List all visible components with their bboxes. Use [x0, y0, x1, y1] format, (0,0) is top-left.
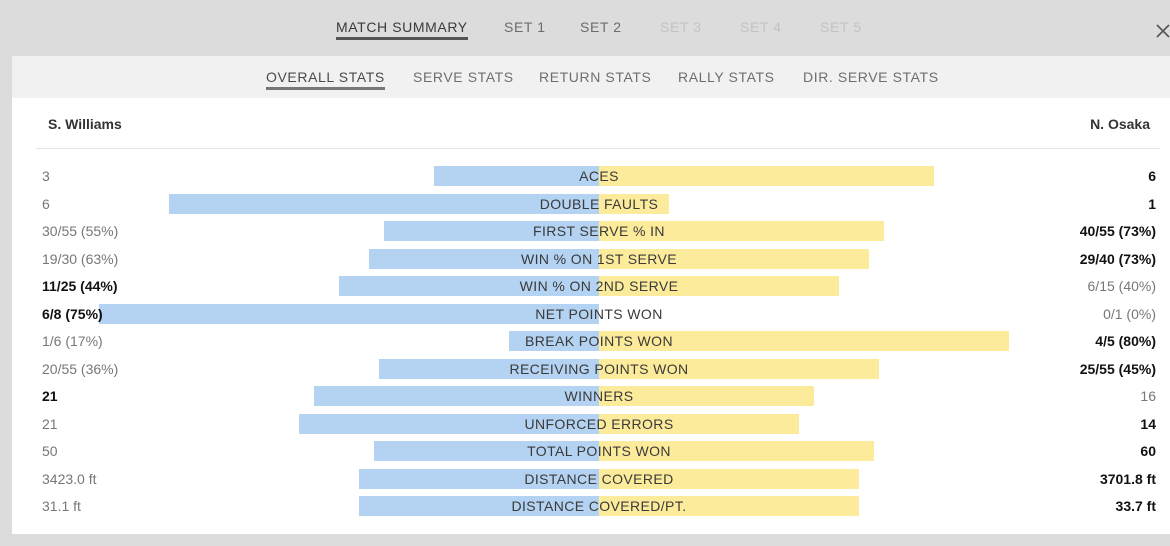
- stat-bar-left: [339, 276, 599, 296]
- stat-value-right: 25/55 (45%): [1079, 360, 1156, 377]
- stat-label: UNFORCED ERRORS: [524, 415, 674, 432]
- stat-value-left: 6: [42, 195, 50, 212]
- stat-row: 20/55 (36%) RECEIVING POINTS WON 25/55 (45…: [12, 355, 1170, 383]
- stat-bar-left: [169, 193, 599, 214]
- stat-bar-right: [599, 331, 1009, 351]
- stat-bar-right: [599, 248, 869, 269]
- stat-row: 6 DOUBLE FAULTS 1: [12, 190, 1170, 218]
- stat-value-right: 3701.8 ft: [1099, 470, 1156, 487]
- tab-return-stats[interactable]: RETURN STATS: [539, 69, 652, 85]
- tab-set-5: SET 5: [820, 19, 862, 35]
- stats-panel: OVERALL STATS SERVE STATS RETURN STATS R…: [12, 56, 1170, 534]
- stat-row: 3423.0 ft DISTANCE COVERED 3701.8 ft: [12, 465, 1170, 493]
- stat-value-right: 4/5 (80%): [1095, 333, 1156, 349]
- stat-value-left: 21: [42, 415, 58, 432]
- tab-set-4: SET 4: [740, 19, 782, 35]
- stat-row: 19/30 (63%) WIN % ON 1ST SERVE 29/40 (73%): [12, 245, 1170, 273]
- stat-bar-left: [299, 413, 599, 434]
- stat-bar-right: [599, 441, 874, 461]
- stat-label: DISTANCE COVERED: [524, 470, 674, 487]
- stat-value-right: 40/55 (73%): [1079, 223, 1156, 239]
- header-divider: [36, 148, 1160, 149]
- stat-row: 31.1 ft DISTANCE COVERED/PT. 33.7 ft: [12, 492, 1170, 520]
- tab-set-2[interactable]: SET 2: [580, 19, 622, 35]
- tab-set-1[interactable]: SET 1: [504, 19, 546, 35]
- stat-bar-left: [384, 221, 599, 241]
- stat-bar-right: [599, 166, 934, 186]
- stat-bar-right: [599, 221, 884, 241]
- stat-value-left: 30/55 (55%): [42, 223, 119, 239]
- stat-label: BREAK POINTS WON: [525, 333, 673, 349]
- stat-bar-left: [509, 331, 599, 351]
- stat-row: 21 WINNERS 16: [12, 382, 1170, 410]
- top-tab-bar: MATCH SUMMARY SET 1 SET 2 SET 3 SET 4 SE…: [0, 0, 1170, 56]
- stat-value-left: 50: [42, 443, 58, 459]
- tab-set-3: SET 3: [660, 19, 702, 35]
- stat-value-left: 20/55 (36%): [42, 360, 119, 377]
- stat-row: 21 UNFORCED ERRORS 14: [12, 410, 1170, 438]
- stat-value-right: 14: [1140, 415, 1156, 432]
- stat-label: DISTANCE COVERED/PT.: [511, 498, 687, 514]
- stat-value-right: 60: [1140, 443, 1156, 459]
- stat-row: 6/8 (75%) NET POINTS WON 0/1 (0%): [12, 300, 1170, 328]
- stat-bar-left: [314, 386, 599, 406]
- stat-value-right: 6/15 (40%): [1087, 278, 1156, 294]
- stat-bar-left: [434, 166, 599, 186]
- stat-bar-right: [599, 468, 859, 489]
- stat-label: WINNERS: [564, 388, 634, 404]
- stat-row: 1/6 (17%) BREAK POINTS WON 4/5 (80%): [12, 327, 1170, 355]
- stat-value-right: 0/1 (0%): [1103, 305, 1156, 322]
- stat-row: 3 ACES 6: [12, 162, 1170, 190]
- stat-label: ACES: [579, 168, 619, 184]
- tab-match-summary[interactable]: MATCH SUMMARY: [336, 19, 468, 40]
- stat-value-right: 33.7 ft: [1115, 498, 1156, 514]
- stat-value-left: 6/8 (75%): [42, 305, 103, 322]
- stat-label: WIN % ON 1ST SERVE: [520, 250, 678, 267]
- stat-value-left: 21: [42, 388, 58, 404]
- stat-bar-right: [599, 386, 814, 406]
- stat-label: TOTAL POINTS WON: [527, 443, 671, 459]
- stat-bar-right: [599, 496, 859, 516]
- stat-value-right: 6: [1148, 168, 1156, 184]
- stat-label: RECEIVING POINTS WON: [509, 360, 689, 377]
- stat-value-left: 3: [42, 168, 50, 184]
- stat-bar-left: [379, 358, 599, 379]
- stat-bar-right: [599, 193, 669, 214]
- tab-rally-stats[interactable]: RALLY STATS: [678, 69, 775, 85]
- tab-serve-stats[interactable]: SERVE STATS: [413, 69, 514, 85]
- stat-label: FIRST SERVE % IN: [533, 223, 665, 239]
- stat-value-right: 29/40 (73%): [1079, 250, 1156, 267]
- player-left-name: S. Williams: [48, 116, 122, 132]
- close-icon[interactable]: [1154, 22, 1170, 42]
- stat-value-left: 3423.0 ft: [42, 470, 97, 487]
- stat-value-left: 11/25 (44%): [42, 278, 118, 294]
- stat-bar-left: [369, 248, 599, 269]
- stat-value-left: 1/6 (17%): [42, 333, 103, 349]
- stat-value-right: 1: [1148, 195, 1156, 212]
- stat-value-right: 16: [1140, 388, 1156, 404]
- stat-label: NET POINTS WON: [535, 305, 663, 322]
- stat-row: 11/25 (44%) WIN % ON 2ND SERVE 6/15 (40%): [12, 272, 1170, 300]
- stat-bar-right: [599, 358, 879, 379]
- stat-bar-right: [599, 276, 839, 296]
- sub-tab-bar: OVERALL STATS SERVE STATS RETURN STATS R…: [12, 56, 1170, 98]
- tab-overall-stats[interactable]: OVERALL STATS: [266, 69, 385, 90]
- stat-bar-left: [374, 441, 599, 461]
- stat-bar-right: [599, 413, 799, 434]
- stat-bar-left: [359, 468, 599, 489]
- player-right-name: N. Osaka: [1090, 116, 1150, 132]
- stat-row: 30/55 (55%) FIRST SERVE % IN 40/55 (73%): [12, 217, 1170, 245]
- stat-label: DOUBLE FAULTS: [539, 195, 659, 212]
- stat-value-left: 19/30 (63%): [42, 250, 119, 267]
- stat-row: 50 TOTAL POINTS WON 60: [12, 437, 1170, 465]
- stat-bar-left: [359, 496, 599, 516]
- stat-value-left: 31.1 ft: [42, 498, 81, 514]
- stat-label: WIN % ON 2ND SERVE: [519, 278, 679, 294]
- stat-bar-left: [99, 303, 599, 324]
- tab-dir-serve-stats[interactable]: DIR. SERVE STATS: [803, 69, 939, 85]
